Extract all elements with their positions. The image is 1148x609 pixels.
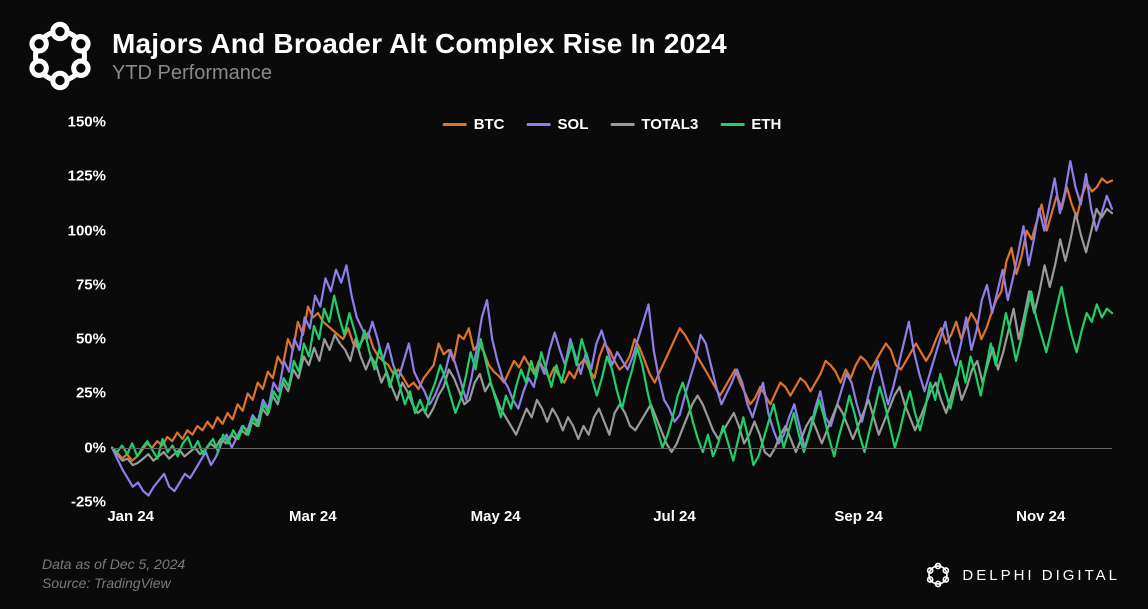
plot-area: BTCSOLTOTAL3ETH <box>112 122 1112 502</box>
chart-title: Majors And Broader Alt Complex Rise In 2… <box>112 28 727 60</box>
brand-text: DELPHI DIGITAL <box>962 567 1120 584</box>
x-axis: Jan 24Mar 24May 24Jul 24Sep 24Nov 24 <box>112 508 1112 532</box>
x-tick-label: May 24 <box>471 508 521 525</box>
y-tick-label: 100% <box>40 222 106 239</box>
series-eth <box>112 287 1112 465</box>
y-tick-label: 0% <box>40 439 106 456</box>
x-tick-label: Nov 24 <box>1016 508 1065 525</box>
chart-container: -25% 0% 25% 50% 75% 100% 125% 150% BTCSOLTOTAL3… <box>40 110 1120 540</box>
data-source: Source: TradingView <box>42 574 185 593</box>
line-series <box>112 122 1112 502</box>
series-sol <box>112 161 1112 495</box>
y-tick-label: 25% <box>40 385 106 402</box>
brand-logo-icon <box>924 561 952 589</box>
data-asof: Data as of Dec 5, 2024 <box>42 555 185 574</box>
x-tick-label: Sep 24 <box>834 508 882 525</box>
footer-meta: Data as of Dec 5, 2024 Source: TradingVi… <box>42 555 185 593</box>
y-tick-label: 50% <box>40 331 106 348</box>
x-tick-label: Jul 24 <box>653 508 696 525</box>
y-tick-label: 150% <box>40 114 106 131</box>
delphi-logo-icon <box>24 20 96 92</box>
brand-mark: DELPHI DIGITAL <box>924 561 1120 589</box>
y-tick-label: 75% <box>40 276 106 293</box>
x-tick-label: Mar 24 <box>289 508 337 525</box>
y-axis: -25%0%25%50%75%100%125%150% <box>40 122 106 502</box>
chart-subtitle: YTD Performance <box>112 62 727 85</box>
y-tick-label: 125% <box>40 168 106 185</box>
series-btc <box>112 179 1112 461</box>
x-tick-label: Jan 24 <box>107 508 154 525</box>
y-tick-label: -25% <box>40 494 106 511</box>
zero-gridline <box>112 448 1112 449</box>
